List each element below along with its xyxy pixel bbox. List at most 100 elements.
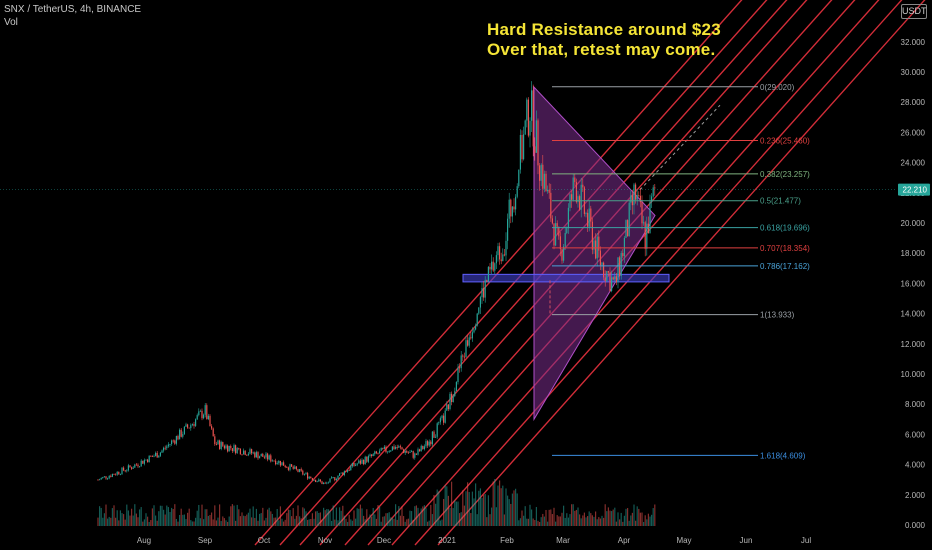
candle-body	[222, 442, 224, 446]
volume-bar	[425, 508, 427, 526]
candle-body	[139, 466, 141, 468]
candle-body	[511, 206, 513, 217]
candle-body	[337, 475, 339, 479]
candle-body	[395, 446, 397, 450]
symbol-title[interactable]: SNX / TetherUS, 4h, BINANCE	[4, 4, 142, 15]
candle-body	[270, 455, 272, 462]
candle-body	[367, 455, 369, 462]
volume-bar	[286, 513, 288, 526]
candle-body	[143, 460, 145, 464]
y-tick-label: 32.000	[901, 38, 926, 47]
volume-bar	[540, 517, 542, 526]
candle-body	[518, 169, 520, 187]
candle-body	[124, 470, 126, 472]
volume-bar	[276, 508, 278, 526]
candle-body	[391, 446, 393, 451]
volume-bar	[107, 518, 109, 526]
volume-bar	[231, 504, 233, 526]
candle-body	[607, 271, 609, 273]
volume-bar	[191, 521, 193, 526]
fib-label: 1.618(4.609)	[760, 451, 806, 460]
volume-bar	[580, 518, 582, 526]
volume-bar	[257, 520, 259, 526]
candle-body	[439, 418, 441, 423]
candle-body	[473, 329, 475, 333]
volume-bar	[566, 513, 568, 526]
volume-bar	[219, 504, 221, 526]
volume-bar	[327, 509, 329, 526]
volume-bar	[239, 516, 241, 526]
candle-body	[329, 478, 331, 483]
volume-bar	[598, 517, 600, 526]
volume-bar	[588, 511, 590, 526]
candle-body	[492, 261, 494, 271]
volume-bar	[628, 520, 630, 526]
candle-body	[364, 456, 366, 465]
candle-body	[526, 99, 528, 121]
y-tick-label: 4.000	[905, 461, 926, 470]
volume-bar	[359, 504, 361, 526]
candle-body	[614, 276, 616, 280]
candle-body	[387, 451, 389, 453]
y-tick-label: 10.000	[901, 370, 926, 379]
volume-bar	[220, 521, 222, 526]
volume-bar	[195, 517, 197, 526]
candle-body	[617, 257, 619, 283]
candle-body	[652, 187, 654, 197]
candle-body	[100, 477, 102, 480]
volume-bar	[420, 508, 422, 526]
candle-body	[167, 444, 169, 447]
candle-body	[553, 223, 555, 246]
volume-bar	[265, 517, 267, 526]
candle-body	[611, 277, 613, 291]
volume-bar	[419, 514, 421, 526]
y-tick-label: 26.000	[901, 128, 926, 137]
volume-bar	[438, 491, 440, 526]
volume-bar	[651, 514, 653, 526]
volume-bar	[639, 512, 641, 526]
candle-body	[510, 199, 512, 217]
candle-body	[371, 454, 373, 457]
candle-body	[427, 441, 429, 446]
volume-bar	[395, 504, 397, 526]
candle-body	[284, 465, 286, 467]
candle-body	[137, 464, 139, 467]
volume-bar	[329, 510, 331, 526]
volume-bar	[427, 521, 429, 526]
candle-body	[481, 287, 483, 298]
candle-body	[571, 194, 573, 200]
candle-body	[359, 460, 361, 464]
candle-body	[183, 426, 185, 435]
y-tick-label: 12.000	[901, 340, 926, 349]
candle-body	[420, 445, 422, 452]
candle-body	[219, 440, 221, 449]
currency-badge[interactable]: USDT	[901, 4, 927, 19]
volume-label[interactable]: Vol	[4, 17, 18, 28]
candle-body	[182, 434, 184, 437]
candle-body	[158, 455, 160, 458]
candle-body	[523, 134, 525, 160]
volume-bar	[131, 508, 133, 526]
candle-body	[235, 445, 237, 454]
price-axis: 0.000 2.000 4.000 6.000 8.000 10.000 12.000 14.…	[901, 38, 926, 530]
candle-body	[273, 460, 275, 462]
candle-body	[324, 482, 326, 484]
candle-body	[566, 228, 568, 234]
candle-body	[444, 410, 446, 423]
candle-body	[452, 396, 454, 403]
candle-body	[531, 90, 533, 121]
candle-body	[311, 478, 313, 481]
candle-body	[164, 447, 166, 449]
candle-body	[609, 272, 611, 291]
volume-bar	[505, 488, 507, 526]
volume-bar	[105, 504, 107, 526]
volume-bar	[391, 518, 393, 526]
candle-body	[567, 207, 569, 229]
volume-bar	[351, 520, 353, 526]
volume-bar	[294, 518, 296, 526]
candle-body	[425, 441, 427, 447]
candle-body	[519, 134, 521, 170]
volume-bar	[129, 515, 131, 526]
volume-bar	[255, 508, 257, 526]
